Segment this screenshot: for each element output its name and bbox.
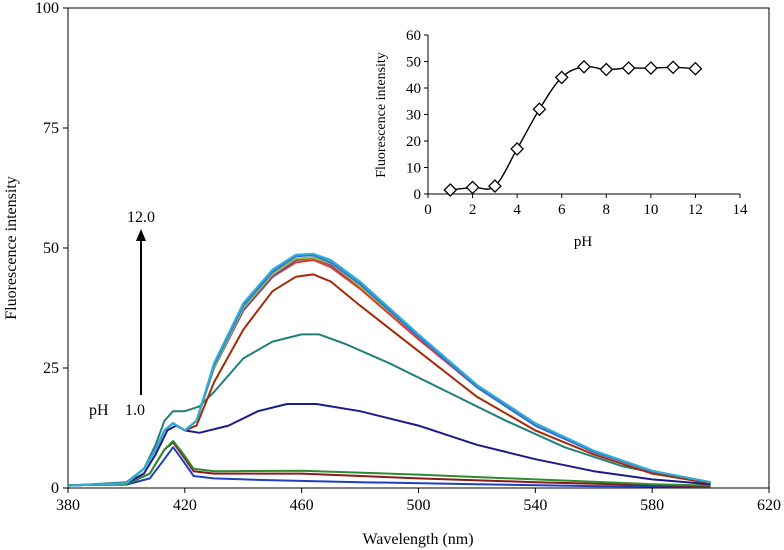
main-x-tick-label: 380 [56, 497, 80, 514]
ph-arrow-annotation: 12.0 pH 1.0 [89, 209, 155, 419]
series-line-ph-7 [67, 257, 711, 487]
series-line-ph-3 [67, 440, 711, 487]
inset-x-tick-label: 0 [424, 202, 432, 218]
series-line-ph-6 [67, 273, 711, 487]
inset-diamond-marker-ph-6 [554, 70, 569, 85]
inset-y-ticks: 0 10 20 30 40 50 60 [406, 28, 428, 203]
inset-x-axis-label: pH [574, 234, 593, 250]
inset-y-axis-label: Fluorescence intensity [374, 52, 389, 178]
inset-diamond-marker-ph-4 [510, 141, 525, 156]
inset-y-tick-label: 20 [406, 134, 421, 150]
ph-arrow-top-label: 12.0 [127, 209, 155, 226]
inset-y-tick-label: 50 [406, 55, 421, 71]
inset-x-tick-label: 6 [558, 202, 566, 218]
main-y-tick-label: 25 [43, 360, 59, 377]
main-x-tick-label: 540 [523, 497, 547, 514]
inset-plot: 0 10 20 30 40 50 60 0 2 4 6 8 10 12 14 pH Fluorescenc… [368, 18, 760, 254]
main-y-tick-label: 0 [51, 480, 59, 497]
main-x-tick-label: 460 [290, 497, 314, 514]
inset-diamond-marker-ph-10 [643, 61, 658, 76]
series-line-ph-8 [67, 259, 711, 487]
main-x-tick-label: 420 [173, 497, 197, 514]
inset-x-tick-label: 4 [513, 202, 521, 218]
series-line-ph-1 [67, 446, 711, 488]
inset-diamond-marker-ph-5 [532, 102, 547, 117]
main-x-tick-label: 500 [407, 497, 431, 514]
series-line-ph-12 [67, 252, 711, 487]
inset-diamond-marker-ph-11 [666, 60, 681, 75]
inset-background [368, 18, 760, 254]
inset-x-tick-label: 14 [733, 202, 749, 218]
main-y-tick-label: 50 [43, 240, 59, 257]
inset-y-tick-label: 0 [414, 187, 422, 203]
inset-diamond-marker-ph-12 [688, 61, 703, 76]
inset-diamond-marker-ph-3 [487, 179, 502, 194]
inset-y-tick-label: 60 [406, 28, 421, 44]
ph-arrow-bottom-value: 1.0 [125, 402, 145, 419]
inset-diamond-marker-ph-7 [577, 59, 591, 74]
main-y-ticks: 0 25 50 75 100 [35, 0, 68, 497]
main-x-tick-label: 580 [640, 497, 664, 514]
inset-x-tick-label: 8 [603, 202, 611, 218]
main-y-tick-label: 100 [35, 0, 59, 17]
main-x-axis-label: Wavelength (nm) [362, 531, 473, 548]
main-y-axis-label: Fluorescence intensity [3, 176, 20, 320]
main-y-tick-label: 75 [43, 120, 59, 137]
main-series-group [67, 252, 711, 488]
inset-diamond-marker-ph-1 [443, 183, 458, 197]
main-x-tick-label: 620 [757, 497, 781, 514]
inset-y-tick-label: 10 [406, 161, 421, 177]
series-line-ph-4 [67, 403, 711, 487]
inset-y-tick-label: 40 [406, 81, 421, 97]
series-line-ph-5 [67, 333, 711, 487]
inset-diamond-marker-ph-8 [599, 62, 614, 77]
ph-arrow-head [136, 229, 146, 241]
inset-y-tick-label: 30 [406, 108, 421, 124]
inset-x-ticks: 0 2 4 6 8 10 12 14 [424, 194, 748, 218]
inset-x-tick-label: 2 [469, 202, 477, 218]
inset-diamond-marker-ph-9 [621, 61, 636, 76]
inset-series-group [443, 59, 703, 197]
inset-x-tick-label: 12 [688, 202, 703, 218]
inset-x-tick-label: 10 [643, 202, 658, 218]
inset-diamond-marker-ph-2 [465, 180, 480, 195]
ph-arrow-bottom-label: pH [89, 402, 109, 419]
main-x-ticks: 380 420 460 500 540 580 620 [56, 488, 781, 514]
